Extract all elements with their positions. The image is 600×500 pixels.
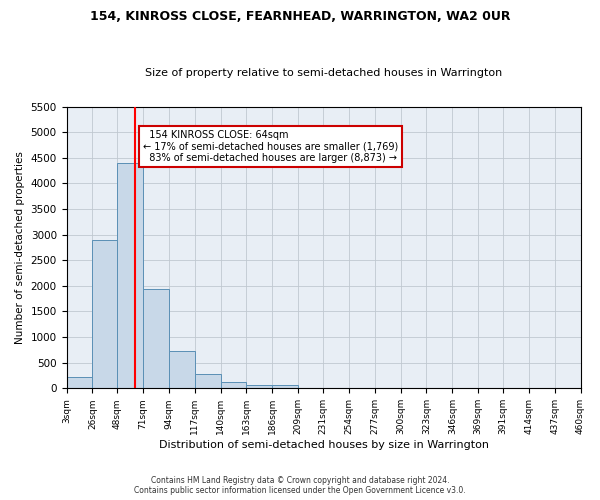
Bar xyxy=(272,386,298,388)
Bar xyxy=(221,382,247,388)
Y-axis label: Number of semi-detached properties: Number of semi-detached properties xyxy=(15,151,25,344)
Bar xyxy=(92,240,117,388)
X-axis label: Distribution of semi-detached houses by size in Warrington: Distribution of semi-detached houses by … xyxy=(158,440,488,450)
Bar xyxy=(247,384,272,388)
Bar xyxy=(117,163,143,388)
Bar xyxy=(195,374,221,388)
Bar xyxy=(169,351,195,389)
Text: 154 KINROSS CLOSE: 64sqm
← 17% of semi-detached houses are smaller (1,769)
  83%: 154 KINROSS CLOSE: 64sqm ← 17% of semi-d… xyxy=(143,130,398,163)
Bar xyxy=(67,377,92,388)
Bar xyxy=(143,289,169,388)
Text: 154, KINROSS CLOSE, FEARNHEAD, WARRINGTON, WA2 0UR: 154, KINROSS CLOSE, FEARNHEAD, WARRINGTO… xyxy=(90,10,510,23)
Title: Size of property relative to semi-detached houses in Warrington: Size of property relative to semi-detach… xyxy=(145,68,502,78)
Text: Contains HM Land Registry data © Crown copyright and database right 2024.
Contai: Contains HM Land Registry data © Crown c… xyxy=(134,476,466,495)
